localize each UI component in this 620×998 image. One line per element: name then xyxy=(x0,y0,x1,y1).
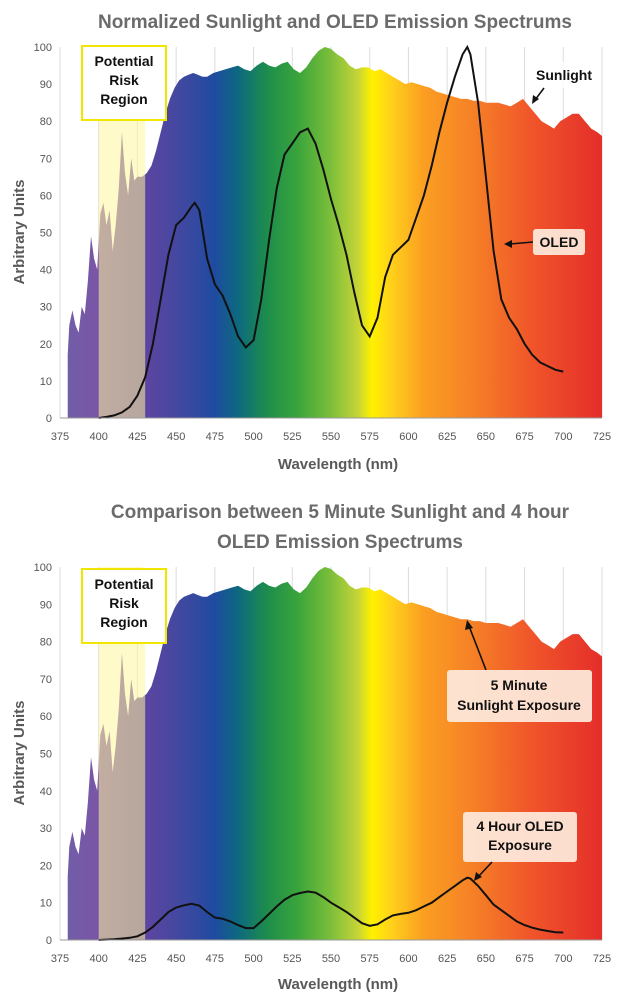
y-axis-label: Arbitrary Units xyxy=(11,179,28,284)
x-tick-labels: 375 400 425 450 475 500 525 550 575 600 625 650 675 7… xyxy=(51,953,611,965)
sunlight-arrow xyxy=(468,625,487,671)
oled-arrow xyxy=(477,861,493,878)
x-tick-475: 475 xyxy=(206,431,224,443)
y-tick-60: 60 xyxy=(40,190,52,202)
oled-exposure-callout: 4 Hour OLED Exposure xyxy=(463,812,577,881)
x-tick-450: 450 xyxy=(167,953,185,965)
x-tick-675: 675 xyxy=(515,431,533,443)
x-tick-575: 575 xyxy=(361,431,379,443)
y-tick-90: 90 xyxy=(40,599,52,611)
sunlight-callout: Sunlight xyxy=(528,62,600,104)
y-tick-20: 20 xyxy=(40,339,52,351)
chart-title: Comparison between 5 Minute Sunlight and… xyxy=(111,502,570,553)
x-tick-425: 425 xyxy=(128,953,146,965)
x-tick-650: 650 xyxy=(477,431,495,443)
y-tick-40: 40 xyxy=(40,265,52,277)
x-tick-525: 525 xyxy=(283,953,301,965)
oled-curve xyxy=(98,876,564,941)
x-axis-label: Wavelength (nm) xyxy=(278,976,398,993)
sunlight-arrow-head xyxy=(532,95,539,104)
chart-sunlight-oled: Normalized Sunlight and OLED Emission Sp… xyxy=(11,12,611,473)
y-tick-80: 80 xyxy=(40,637,52,649)
x-tick-675: 675 xyxy=(515,953,533,965)
x-tick-400: 400 xyxy=(90,953,108,965)
y-tick-0: 0 xyxy=(46,935,52,947)
x-tick-600: 600 xyxy=(399,953,417,965)
oled-arrow xyxy=(509,241,534,245)
x-tick-500: 500 xyxy=(244,431,262,443)
y-tick-90: 90 xyxy=(40,79,52,91)
x-tick-450: 450 xyxy=(167,431,185,443)
oled-callout: OLED xyxy=(504,229,585,255)
oled-exposure-label: 4 Hour OLED Exposure xyxy=(476,818,563,853)
x-tick-500: 500 xyxy=(244,953,262,965)
x-tick-labels: 375 400 425 450 475 500 525 550 575 600 625 650 675 7… xyxy=(51,431,611,443)
x-tick-700: 700 xyxy=(554,953,572,965)
x-tick-550: 550 xyxy=(322,953,340,965)
x-tick-375: 375 xyxy=(51,953,69,965)
sunlight-area xyxy=(67,47,602,418)
sunlight-label: Sunlight xyxy=(536,67,592,83)
sunlight-exposure-callout: 5 Minute Sunlight Exposure xyxy=(447,620,592,722)
risk-region-label: Potential Risk Region xyxy=(94,576,153,630)
y-tick-60: 60 xyxy=(40,711,52,723)
y-tick-100: 100 xyxy=(34,562,52,574)
chart-sunlight-vs-oled-exposure: Comparison between 5 Minute Sunlight and… xyxy=(11,502,611,993)
x-tick-625: 625 xyxy=(438,431,456,443)
y-tick-100: 100 xyxy=(34,42,52,54)
y-tick-labels: 0 10 20 30 40 50 60 70 80 90 100 xyxy=(34,42,52,425)
sunlight-exposure-label: 5 Minute Sunlight Exposure xyxy=(457,677,581,713)
y-tick-labels: 0 10 20 30 40 50 60 70 80 90 100 xyxy=(34,562,52,947)
y-tick-10: 10 xyxy=(40,898,52,910)
y-tick-50: 50 xyxy=(40,228,52,240)
risk-region-callout: Potential Risk Region xyxy=(81,568,167,644)
oled-label: OLED xyxy=(540,234,579,250)
oled-arrow-head xyxy=(474,872,482,881)
y-tick-50: 50 xyxy=(40,749,52,761)
y-tick-10: 10 xyxy=(40,376,52,388)
x-tick-375: 375 xyxy=(51,431,69,443)
y-tick-0: 0 xyxy=(46,413,52,425)
x-tick-550: 550 xyxy=(322,431,340,443)
oled-arrow-head xyxy=(504,240,512,248)
y-tick-80: 80 xyxy=(40,116,52,128)
x-tick-475: 475 xyxy=(206,953,224,965)
y-tick-70: 70 xyxy=(40,153,52,165)
y-tick-70: 70 xyxy=(40,674,52,686)
chart-title: Normalized Sunlight and OLED Emission Sp… xyxy=(98,12,572,33)
y-tick-30: 30 xyxy=(40,302,52,314)
x-tick-625: 625 xyxy=(438,953,456,965)
x-tick-525: 525 xyxy=(283,431,301,443)
x-tick-700: 700 xyxy=(554,431,572,443)
x-tick-575: 575 xyxy=(361,953,379,965)
x-tick-725: 725 xyxy=(593,953,611,965)
x-tick-400: 400 xyxy=(90,431,108,443)
y-tick-20: 20 xyxy=(40,860,52,872)
y-axis-label: Arbitrary Units xyxy=(11,700,28,805)
y-tick-40: 40 xyxy=(40,786,52,798)
risk-region-callout: Potential Risk Region xyxy=(81,45,167,121)
sunlight-arrow-head xyxy=(465,620,473,630)
oled-curve xyxy=(98,44,564,419)
x-tick-600: 600 xyxy=(399,431,417,443)
y-tick-30: 30 xyxy=(40,823,52,835)
x-tick-425: 425 xyxy=(128,431,146,443)
x-tick-650: 650 xyxy=(477,953,495,965)
x-axis-label: Wavelength (nm) xyxy=(278,456,398,473)
x-tick-725: 725 xyxy=(593,431,611,443)
risk-region-label: Potential Risk Region xyxy=(94,53,153,107)
